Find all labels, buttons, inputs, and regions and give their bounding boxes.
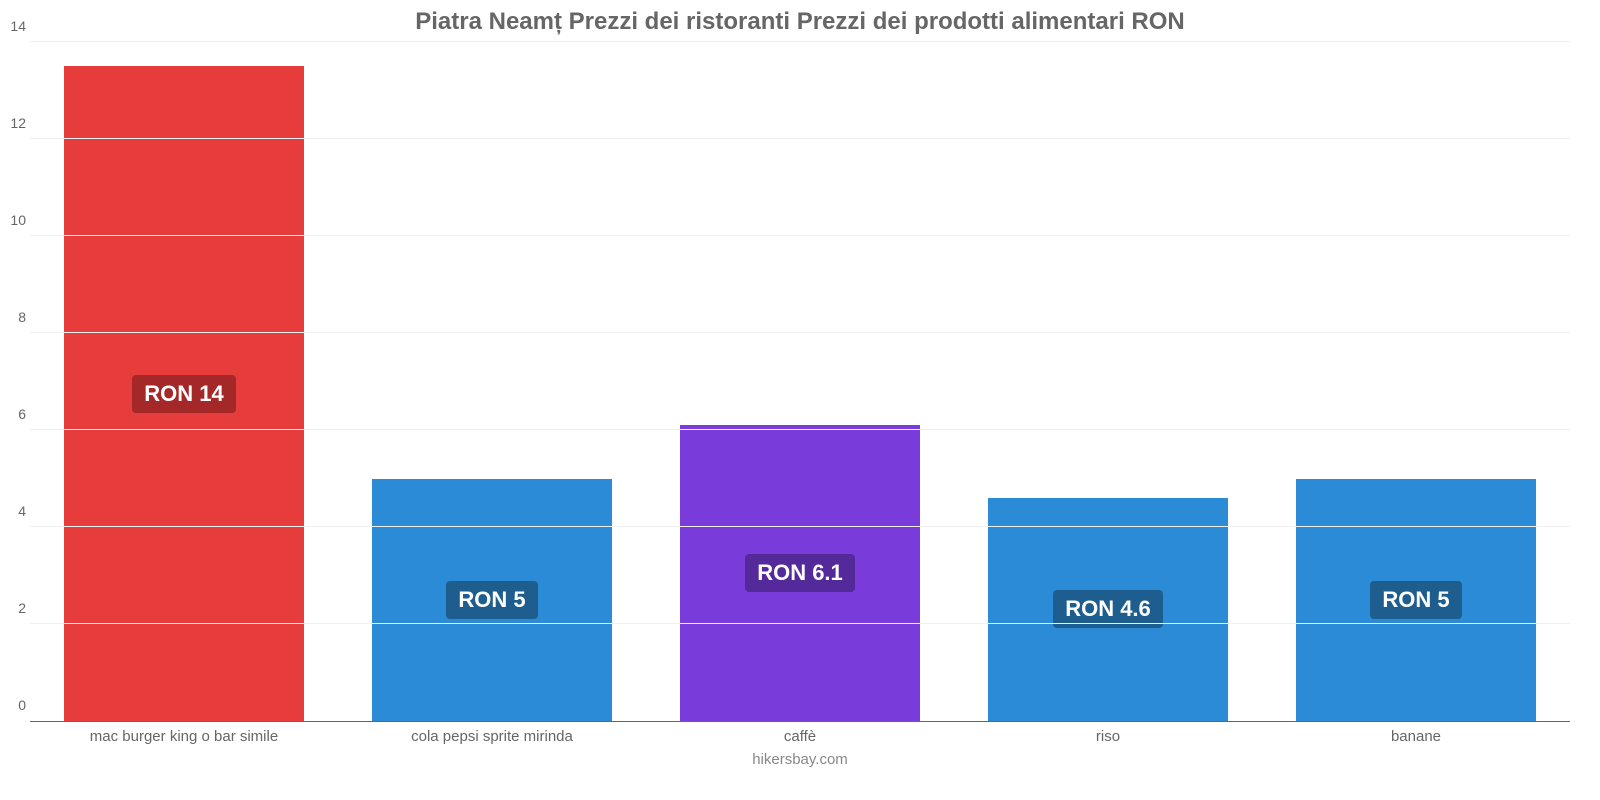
grid-line — [30, 526, 1570, 527]
y-tick-label: 10 — [2, 212, 26, 228]
y-tick-label: 4 — [2, 503, 26, 519]
bars-group: RON 14 RON 5 RON 6.1 RON 4.6 RON 5 — [30, 42, 1570, 721]
x-axis: mac burger king o bar similecola pepsi s… — [30, 728, 1570, 745]
grid-line — [30, 623, 1570, 624]
chart-container: Piatra Neamț Prezzi dei ristoranti Prezz… — [0, 0, 1600, 800]
bar-slot: RON 5 — [1262, 42, 1570, 721]
value-badge: RON 5 — [1370, 581, 1461, 619]
plot-area: RON 14RON 5RON 6.1RON 4.6RON 5 024681012… — [30, 42, 1570, 722]
y-tick-label: 12 — [2, 115, 26, 131]
y-tick-label: 2 — [2, 600, 26, 616]
y-tick-label: 0 — [2, 697, 26, 713]
grid-line — [30, 332, 1570, 333]
chart-title: Piatra Neamț Prezzi dei ristoranti Prezz… — [30, 0, 1570, 42]
bar: RON 6.1 — [680, 425, 920, 721]
grid-line — [30, 138, 1570, 139]
grid-line — [30, 429, 1570, 430]
value-badge: RON 14 — [132, 375, 235, 413]
bar: RON 5 — [1296, 479, 1536, 722]
chart-footer: hikersbay.com — [30, 751, 1570, 768]
value-badge: RON 6.1 — [745, 554, 855, 592]
y-tick-label: 8 — [2, 309, 26, 325]
value-badge: RON 5 — [446, 581, 537, 619]
x-label: banane — [1262, 728, 1570, 745]
x-label: mac burger king o bar simile — [30, 728, 338, 745]
y-tick-label: 6 — [2, 406, 26, 422]
grid-line — [30, 41, 1570, 42]
bar-slot: RON 5 — [338, 42, 646, 721]
x-label: caffè — [646, 728, 954, 745]
y-tick-label: 14 — [2, 18, 26, 34]
grid-line — [30, 235, 1570, 236]
x-label: riso — [954, 728, 1262, 745]
bar-slot: RON 6.1 — [646, 42, 954, 721]
bar: RON 4.6 — [988, 498, 1228, 721]
bar-slot: RON 4.6 — [954, 42, 1262, 721]
x-label: cola pepsi sprite mirinda — [338, 728, 646, 745]
bar: RON 5 — [372, 479, 612, 722]
bar-slot: RON 14 — [30, 42, 338, 721]
